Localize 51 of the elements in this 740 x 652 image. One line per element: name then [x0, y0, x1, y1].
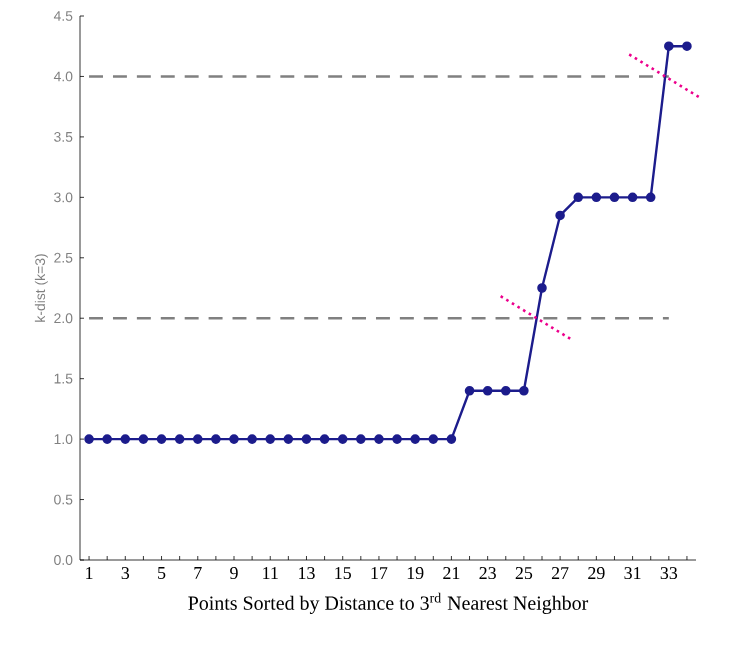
- x-tick-label: 27: [551, 567, 569, 579]
- point: [500, 385, 511, 396]
- point: [555, 210, 565, 221]
- point: [374, 434, 384, 444]
- x-tick-label: 31: [624, 567, 641, 580]
- x-tick-label: 7: [194, 567, 202, 579]
- point: [174, 434, 185, 444]
- point: [664, 41, 674, 52]
- x-tick-label: 33: [660, 567, 678, 580]
- x-tick-label: 21: [443, 567, 460, 579]
- point: [229, 434, 239, 444]
- point: [482, 385, 493, 396]
- point: [573, 192, 584, 203]
- point: [84, 434, 94, 444]
- x-tick-label: 11: [263, 567, 278, 579]
- x-tick-label: 23: [479, 567, 496, 580]
- point: [446, 434, 457, 444]
- point: [265, 434, 276, 444]
- x-tick-label: 5: [158, 567, 166, 579]
- point: [138, 434, 149, 444]
- point: [192, 434, 203, 444]
- point: [627, 192, 638, 203]
- x-tick-label: 19: [407, 567, 424, 580]
- point: [337, 434, 348, 444]
- point: [609, 192, 620, 203]
- x-tick-label: 1: [86, 567, 93, 579]
- x-tick-label: 29: [588, 567, 605, 580]
- point: [120, 434, 131, 444]
- x-tick-label: 13: [299, 567, 315, 580]
- x-tick-label: 17: [371, 567, 388, 579]
- point: [301, 434, 312, 444]
- point: [283, 434, 294, 444]
- point: [356, 434, 366, 444]
- point: [211, 434, 221, 444]
- x-tick-label: 3: [121, 567, 130, 580]
- point: [591, 192, 602, 203]
- point: [410, 434, 420, 444]
- x-tick-label: 9: [230, 567, 238, 580]
- point: [247, 434, 257, 444]
- point: [319, 434, 330, 444]
- point: [537, 283, 547, 293]
- point: [645, 192, 656, 203]
- point: [428, 434, 439, 444]
- point: [392, 434, 402, 444]
- point: [464, 385, 475, 396]
- point: [102, 434, 112, 444]
- x-tick-label: 25: [515, 567, 533, 580]
- x-tick-label: 15: [335, 567, 351, 580]
- x-axis-title: Points Sorted by Distance to 3$^{rd}$ Nearest Neighbor: [188, 592, 589, 614]
- point: [156, 434, 167, 444]
- point: [519, 385, 529, 396]
